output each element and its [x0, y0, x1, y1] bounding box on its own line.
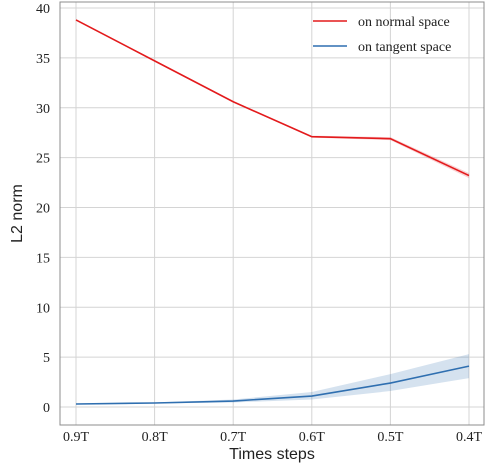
y-tick-label: 10	[36, 301, 50, 316]
series-line-1	[75, 365, 470, 405]
x-tick-label: 0.9T	[63, 430, 90, 445]
legend: on normal space on tangent space	[313, 15, 451, 55]
x-axis-ticks: 0.9T 0.8T 0.7T 0.6T 0.5T 0.4T	[63, 430, 483, 445]
y-tick-label: 15	[36, 251, 50, 266]
plot-frame	[59, 1, 485, 426]
y-tick-label: 40	[36, 2, 50, 17]
y-tick-label: 20	[36, 202, 50, 217]
x-tick-label: 0.6T	[299, 430, 326, 445]
x-axis-title: Times steps	[229, 446, 315, 463]
grid	[60, 2, 484, 425]
y-tick-label: 35	[36, 52, 50, 67]
y-axis-ticks: 0 5 10 15 20 25 30 35 40	[36, 2, 50, 416]
y-tick-label: 0	[43, 401, 50, 416]
y-tick-label: 25	[36, 152, 50, 167]
y-tick-label: 30	[36, 102, 50, 117]
y-tick-label: 5	[43, 351, 50, 366]
x-tick-label: 0.5T	[377, 430, 404, 445]
series-lines	[75, 19, 470, 405]
x-tick-label: 0.8T	[142, 430, 169, 445]
legend-label-1: on tangent space	[358, 40, 451, 55]
series-line-0	[75, 19, 470, 177]
legend-label-0: on normal space	[358, 15, 450, 30]
confidence-bands	[76, 19, 469, 405]
x-tick-label: 0.7T	[220, 430, 247, 445]
x-tick-label: 0.4T	[456, 430, 483, 445]
y-axis-title: L2 norm	[9, 184, 26, 243]
confidence-band-1	[76, 354, 469, 405]
